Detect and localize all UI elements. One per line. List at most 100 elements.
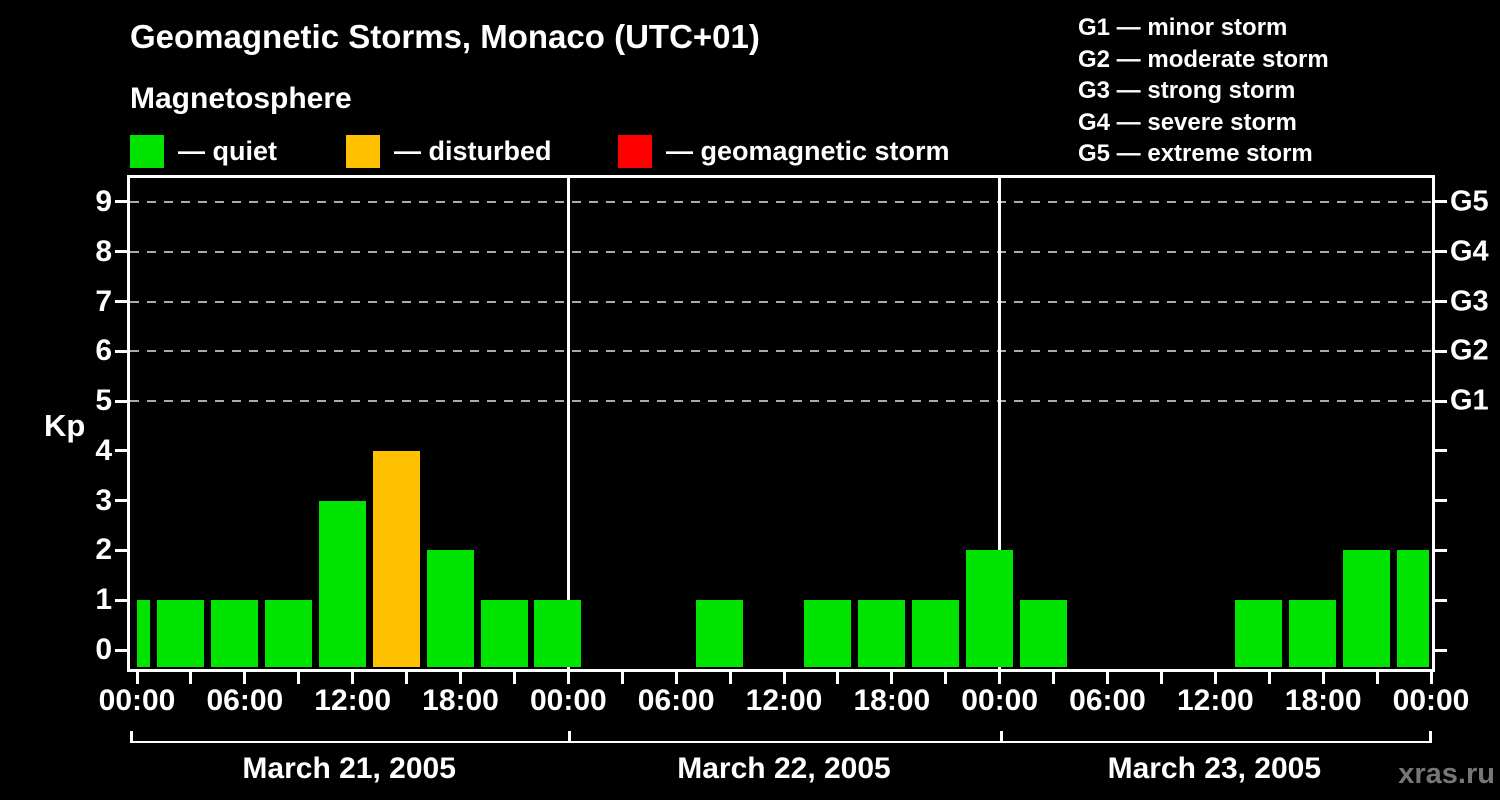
plot-area: 0 1 2 3 4 5 6 7 8 9 G1 G2 G3 G4 G5 00:00 06:00 12:00 18:00… xyxy=(95,175,1489,717)
y-axis-tick-right xyxy=(1435,250,1447,254)
x-axis-time-label: 06:00 xyxy=(1069,684,1146,717)
storm-scale-legend-line: G4 — severe storm xyxy=(1078,108,1297,136)
kp-bar xyxy=(804,600,851,667)
storm-scale-legend: G1 — minor storm G2 — moderate storm G3 — … xyxy=(1078,12,1329,170)
y-axis-label: 5 xyxy=(95,384,112,418)
x-axis-tick xyxy=(728,672,732,684)
legend-label-disturbed: — disturbed xyxy=(394,136,552,166)
legend-item-quiet: — quiet xyxy=(130,135,277,168)
y-axis-label: 6 xyxy=(95,334,112,368)
kp-bar xyxy=(426,550,474,667)
x-axis-tick xyxy=(351,672,355,684)
y-axis-tick-right xyxy=(1435,449,1447,453)
gridline-kp5 xyxy=(130,400,1432,403)
y-axis-tick-left xyxy=(115,300,127,304)
y-axis-label: 2 xyxy=(95,533,112,567)
y-axis-tick-left xyxy=(115,548,127,552)
chart-subtitle: Magnetosphere xyxy=(130,82,352,115)
y-axis-label: 9 xyxy=(95,184,112,218)
kp-bar xyxy=(372,450,420,667)
storm-scale-legend-line: G5 — extreme storm xyxy=(1078,140,1313,167)
x-axis-tick xyxy=(243,672,247,684)
legend-item-disturbed: — disturbed xyxy=(346,135,552,168)
y-axis-tick-left xyxy=(115,499,127,503)
date-label: March 22, 2005 xyxy=(677,752,891,785)
day-separator xyxy=(566,178,570,669)
x-axis-tick xyxy=(944,672,948,684)
x-axis-tick xyxy=(620,672,624,684)
kp-bar xyxy=(1289,600,1337,667)
kp-bar xyxy=(965,550,1013,667)
x-axis-tick xyxy=(1321,672,1325,684)
kp-bar xyxy=(696,600,744,667)
y-axis-tick-right xyxy=(1435,648,1447,652)
page-title: Geomagnetic Storms, Monaco (UTC+01) xyxy=(130,18,760,55)
date-label: March 21, 2005 xyxy=(242,752,456,785)
legend-label-quiet: — quiet xyxy=(178,136,277,166)
date-axis-tick xyxy=(568,731,572,743)
g-scale-label-G5: G5 xyxy=(1450,185,1489,218)
x-axis-time-label: 18:00 xyxy=(422,684,499,717)
x-axis-time-label: 00:00 xyxy=(98,684,176,717)
x-axis-time-label: 00:00 xyxy=(1392,684,1470,717)
kp-bar xyxy=(1397,550,1429,667)
legend-label-geomagnetic-storm: — geomagnetic storm xyxy=(666,136,950,166)
g-scale-label-G1: G1 xyxy=(1450,384,1489,417)
x-axis-tick xyxy=(566,672,570,684)
kp-bar xyxy=(264,600,312,667)
x-axis-time-label: 18:00 xyxy=(1284,684,1362,717)
gridline-kp8 xyxy=(130,250,1432,253)
storm-scale-legend-line: G2 — moderate storm xyxy=(1078,45,1329,73)
y-axis-tick-left xyxy=(115,349,127,353)
x-axis-tick xyxy=(1267,672,1271,684)
x-axis-tick xyxy=(189,672,193,684)
y-axis-title: Kp xyxy=(44,408,86,443)
y-axis-label: 4 xyxy=(95,433,112,467)
x-axis-time-label: 00:00 xyxy=(529,684,607,717)
kp-bar xyxy=(318,500,366,667)
y-axis-tick-right xyxy=(1435,200,1447,204)
x-axis-time-label: 06:00 xyxy=(206,684,284,717)
y-axis-label: 7 xyxy=(95,284,112,318)
date-axis-tick xyxy=(1429,731,1432,743)
y-axis-label: 0 xyxy=(95,633,112,666)
y-axis-tick-right xyxy=(1435,300,1447,304)
kp-bar-pre-range xyxy=(137,600,150,667)
x-axis-tick xyxy=(890,672,894,684)
y-axis-tick-right xyxy=(1435,548,1447,552)
y-axis-tick-left xyxy=(115,399,127,403)
y-axis-tick-left xyxy=(115,648,127,652)
x-axis-tick xyxy=(1213,672,1217,684)
x-axis-time-label: 18:00 xyxy=(853,684,931,717)
quiet-color-swatch xyxy=(130,135,164,168)
x-axis-tick xyxy=(782,672,786,684)
y-axis-tick-right xyxy=(1435,499,1447,503)
gridline-kp7 xyxy=(130,300,1432,303)
y-axis-label: 8 xyxy=(95,234,112,268)
x-axis-time-label: 12:00 xyxy=(314,684,392,717)
x-axis-tick xyxy=(674,672,678,684)
y-axis-tick-right xyxy=(1435,598,1447,602)
y-axis-tick-left xyxy=(115,200,127,204)
kp-bar xyxy=(857,600,905,667)
x-axis-tick xyxy=(405,672,409,684)
date-axis-tick xyxy=(999,731,1003,743)
x-axis-tick xyxy=(998,672,1002,684)
kp-bar xyxy=(1343,550,1391,667)
y-axis-tick-left xyxy=(115,250,127,254)
x-axis-time-label: 12:00 xyxy=(745,684,823,717)
x-axis-time-label: 00:00 xyxy=(961,684,1039,717)
x-axis-tick xyxy=(459,672,462,684)
x-axis-tick xyxy=(1159,672,1163,684)
kp-bar xyxy=(480,600,528,667)
gridline-kp9 xyxy=(130,200,1432,203)
x-axis-tick xyxy=(1429,672,1433,684)
y-axis-tick-right xyxy=(1435,399,1447,403)
gridline-kp6 xyxy=(130,350,1432,353)
x-axis-tick xyxy=(297,672,301,684)
kp-bar xyxy=(1235,600,1283,667)
legend-item-geomagnetic-storm: — geomagnetic storm xyxy=(618,135,950,168)
x-axis-time-label: 12:00 xyxy=(1176,684,1254,717)
x-axis-tick xyxy=(512,672,516,684)
date-label: March 23, 2005 xyxy=(1107,752,1322,785)
